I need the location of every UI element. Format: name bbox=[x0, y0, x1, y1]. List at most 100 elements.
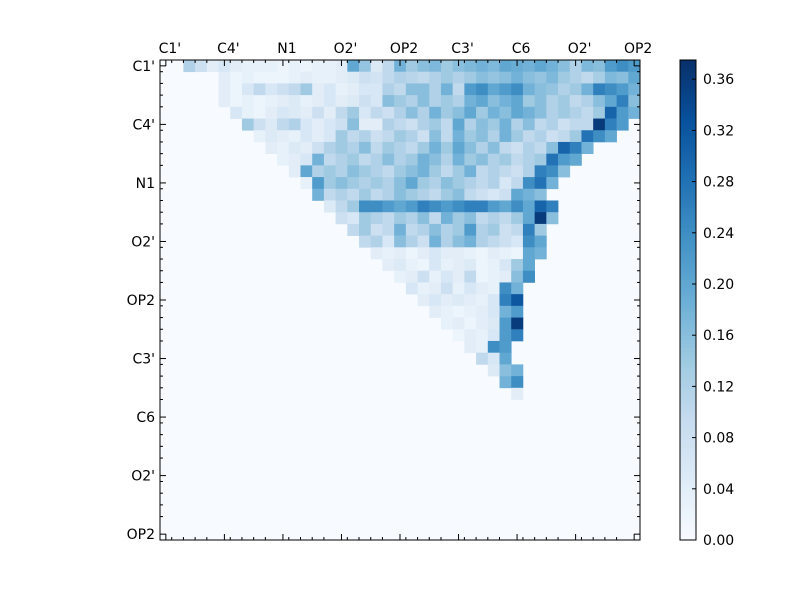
heatmap-cell bbox=[370, 235, 383, 248]
heatmap-cell bbox=[558, 118, 571, 131]
heatmap-cell bbox=[417, 153, 430, 166]
heatmap-cell bbox=[335, 60, 348, 73]
heatmap-cell bbox=[464, 317, 477, 330]
colorbar-segment bbox=[680, 368, 696, 373]
heatmap-cell bbox=[265, 95, 278, 108]
heatmap-cell bbox=[312, 60, 325, 73]
heatmap-cell bbox=[476, 118, 489, 131]
heatmap-cell bbox=[335, 188, 348, 201]
heatmap-cell bbox=[265, 118, 278, 131]
heatmap-cell bbox=[569, 141, 582, 155]
heatmap-cell bbox=[511, 177, 524, 190]
heatmap-cell bbox=[300, 118, 313, 131]
heatmap-cell bbox=[241, 106, 255, 119]
heatmap-cell bbox=[581, 60, 594, 73]
heatmap-cell bbox=[604, 106, 617, 119]
x-tick-label: O2' bbox=[568, 41, 592, 57]
heatmap-cell bbox=[370, 165, 383, 178]
heatmap-cell bbox=[300, 83, 313, 96]
heatmap-cell bbox=[452, 235, 465, 248]
colorbar-segment bbox=[680, 524, 696, 529]
colorbar-segment bbox=[680, 292, 696, 297]
colorbar-segment bbox=[680, 236, 696, 241]
heatmap-cell bbox=[593, 95, 606, 108]
heatmap-cell bbox=[382, 177, 395, 190]
heatmap-cell bbox=[347, 95, 360, 108]
heatmap-cell bbox=[417, 247, 430, 260]
heatmap-cell bbox=[300, 141, 313, 155]
heatmap-cell bbox=[429, 71, 442, 84]
heatmap-cell bbox=[499, 329, 512, 342]
heatmap-cell bbox=[277, 60, 290, 73]
heatmap-cell bbox=[417, 282, 430, 295]
heatmap-cell bbox=[394, 200, 407, 213]
colorbar-tick-label: 0.28 bbox=[703, 175, 734, 191]
heatmap-cell bbox=[522, 235, 535, 248]
heatmap-cell bbox=[300, 95, 313, 108]
colorbar-segment bbox=[680, 112, 696, 117]
colorbar-segment bbox=[680, 424, 696, 429]
heatmap-cell bbox=[476, 282, 489, 295]
heatmap-cell bbox=[522, 60, 535, 73]
heatmap-cell bbox=[405, 83, 418, 96]
heatmap-cell bbox=[241, 71, 255, 84]
heatmap-cell bbox=[569, 71, 582, 84]
heatmap-cell bbox=[335, 83, 348, 96]
colorbar-segment bbox=[680, 60, 696, 65]
heatmap-cell bbox=[511, 282, 524, 295]
heatmap-cell bbox=[347, 165, 360, 178]
heatmap-cell bbox=[546, 106, 559, 119]
colorbar-segment bbox=[680, 472, 696, 477]
colorbar-segment bbox=[680, 500, 696, 505]
heatmap-cell bbox=[312, 95, 325, 108]
heatmap-cell bbox=[487, 294, 500, 307]
heatmap-cell bbox=[476, 329, 489, 342]
heatmap-cell bbox=[511, 294, 524, 307]
heatmap-cell bbox=[534, 83, 547, 96]
heatmap-cell bbox=[452, 130, 465, 143]
heatmap-cell bbox=[417, 270, 430, 283]
heatmap-cell bbox=[394, 177, 407, 190]
heatmap-cell bbox=[452, 60, 465, 73]
heatmap-cell bbox=[370, 106, 383, 119]
heatmap-cell bbox=[534, 130, 547, 143]
heatmap-cell bbox=[277, 71, 290, 84]
colorbar-segment bbox=[680, 152, 696, 157]
colorbar-segment bbox=[680, 428, 696, 433]
heatmap-cell bbox=[464, 95, 477, 108]
heatmap-cell bbox=[546, 165, 559, 178]
heatmap-cell bbox=[452, 106, 465, 119]
heatmap-cell bbox=[511, 270, 524, 283]
heatmap-cell bbox=[347, 141, 360, 155]
heatmap-cell bbox=[323, 83, 336, 96]
heatmap-cell bbox=[499, 282, 512, 295]
heatmap-cell bbox=[511, 130, 524, 143]
heatmap-cell bbox=[616, 106, 629, 119]
heatmap-cell bbox=[440, 153, 454, 166]
heatmap-cell bbox=[487, 364, 500, 377]
colorbar-segment bbox=[680, 492, 696, 497]
colorbar-segment bbox=[680, 376, 696, 381]
colorbar-segment bbox=[680, 200, 696, 205]
colorbar-segment bbox=[680, 536, 696, 541]
colorbar-segment bbox=[680, 168, 696, 173]
heatmap-cell bbox=[499, 305, 512, 318]
heatmap-cell bbox=[440, 235, 454, 248]
heatmap-cell bbox=[312, 130, 325, 143]
x-tick-label: N1 bbox=[277, 41, 296, 57]
heatmap-cell bbox=[452, 270, 465, 283]
heatmap-cell bbox=[335, 130, 348, 143]
heatmap-cell bbox=[581, 83, 594, 96]
heatmap-cell bbox=[382, 106, 395, 119]
colorbar-segment bbox=[680, 324, 696, 329]
heatmap-cell bbox=[440, 212, 454, 225]
heatmap-cell bbox=[394, 83, 407, 96]
heatmap-cell bbox=[370, 95, 383, 108]
heatmap-cell bbox=[359, 60, 372, 73]
colorbar-segment bbox=[680, 468, 696, 473]
heatmap-cell bbox=[476, 294, 489, 307]
heatmap-cell bbox=[522, 118, 535, 131]
heatmap-cell bbox=[370, 200, 383, 213]
heatmap-cell bbox=[511, 223, 524, 236]
colorbar-segment bbox=[680, 256, 696, 261]
